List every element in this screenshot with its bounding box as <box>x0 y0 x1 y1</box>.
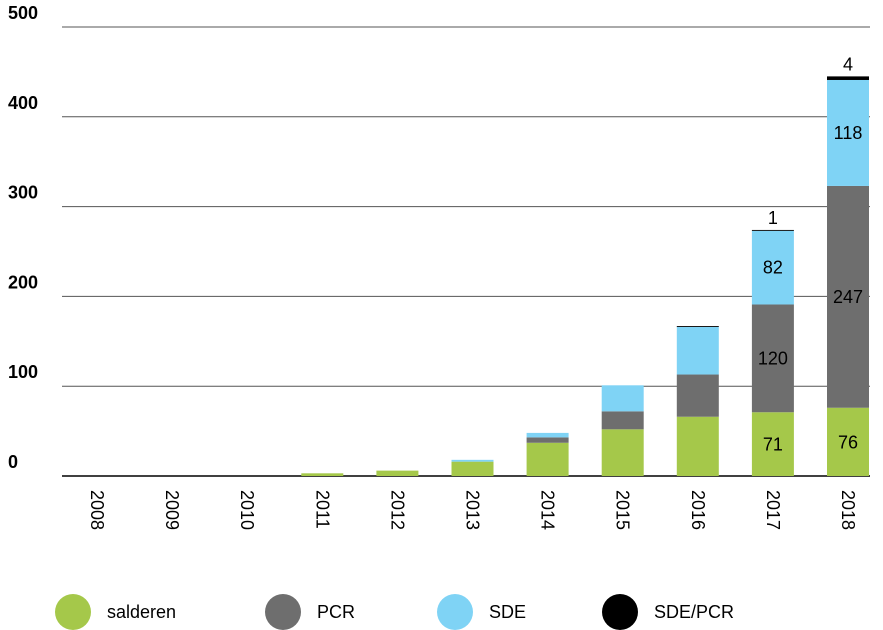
y-tick-label: 300 <box>8 183 38 203</box>
data-label: 82 <box>763 258 783 278</box>
data-label: 76 <box>838 433 858 453</box>
x-tick-label: 2012 <box>387 490 407 530</box>
y-tick-label: 400 <box>8 93 38 113</box>
data-label: 247 <box>833 287 863 307</box>
bar-segment <box>301 473 344 476</box>
legend-swatch <box>55 594 91 630</box>
bar-segment <box>376 470 419 476</box>
y-tick-label: 200 <box>8 272 38 292</box>
bar-segment <box>676 374 719 417</box>
bar-segment <box>751 229 794 231</box>
x-tick-label: 2015 <box>613 490 633 530</box>
legend-label: SDE/PCR <box>654 602 734 622</box>
data-label: 4 <box>843 54 853 74</box>
bar-segment <box>451 461 494 476</box>
bar-segment <box>526 437 569 443</box>
x-tick-label: 2017 <box>763 490 783 530</box>
legend-label: PCR <box>317 602 355 622</box>
x-tick-label: 2010 <box>237 490 257 530</box>
bar-segment <box>676 326 719 375</box>
bar-segment <box>526 442 569 476</box>
x-tick-label: 2009 <box>162 490 182 530</box>
y-tick-label: 0 <box>8 452 18 472</box>
y-tick-label: 500 <box>8 3 38 23</box>
bar-segment <box>601 411 644 430</box>
bar-segment <box>751 230 794 305</box>
bar-segment <box>676 416 719 476</box>
bar-segment <box>827 76 869 80</box>
bar-segment <box>451 459 494 462</box>
bar-segment <box>827 79 869 186</box>
bar-segment <box>827 185 869 408</box>
x-tick-label: 2011 <box>312 490 332 529</box>
legend-swatch <box>437 594 473 630</box>
bar-segment <box>827 407 869 476</box>
x-tick-label: 2014 <box>538 490 558 530</box>
bar-segment <box>751 412 794 476</box>
legend-label: salderen <box>107 602 176 622</box>
x-tick-label: 2008 <box>87 490 107 530</box>
bar-segment <box>601 385 644 412</box>
y-tick-label: 100 <box>8 362 38 382</box>
bar-segment <box>751 304 794 413</box>
x-tick-label: 2013 <box>463 490 483 530</box>
x-tick-label: 2018 <box>838 490 858 530</box>
bar-segment <box>676 326 719 327</box>
data-label: 118 <box>834 123 863 143</box>
legend-swatch <box>265 594 301 630</box>
x-tick-label: 2016 <box>688 490 708 530</box>
data-label: 120 <box>758 348 788 368</box>
legend-label: SDE <box>489 602 526 622</box>
legend-swatch <box>602 594 638 630</box>
bar-segment <box>526 432 569 438</box>
data-label: 71 <box>763 434 783 454</box>
bar-segment <box>601 429 644 476</box>
data-label: 1 <box>768 208 778 228</box>
